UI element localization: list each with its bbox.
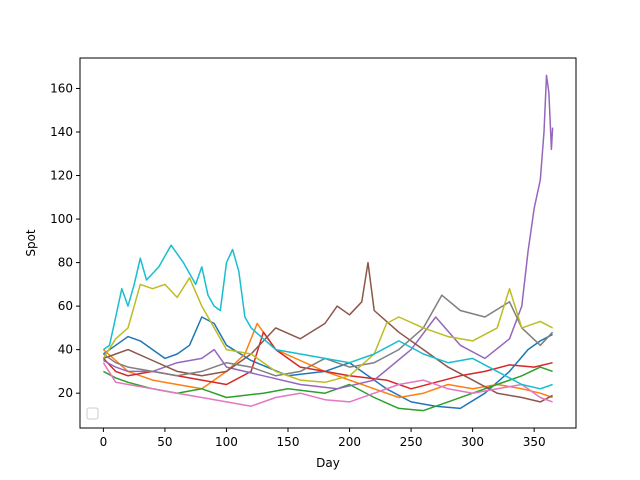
y-tick-label: 80	[58, 256, 73, 270]
x-axis-label: Day	[316, 456, 340, 470]
x-tick-label: 0	[100, 435, 108, 449]
y-axis-label: Spot	[24, 229, 38, 257]
x-axis-ticks: 0 50 100 150 200 250 300 350	[100, 428, 546, 449]
x-tick-label: 100	[215, 435, 238, 449]
series-line-7	[102, 362, 553, 407]
series-line-6	[103, 261, 553, 403]
y-tick-label: 60	[58, 299, 73, 313]
series-line-8	[102, 294, 554, 377]
legend-box	[86, 407, 99, 420]
y-tick-label: 140	[50, 125, 73, 139]
y-axis-ticks: 20 40 60 80 100 120 140 160	[50, 81, 80, 400]
x-tick-label: 250	[400, 435, 423, 449]
y-tick-label: 40	[58, 343, 73, 357]
y-tick-label: 100	[50, 212, 73, 226]
series-line-9	[102, 277, 553, 384]
series-layer	[102, 74, 554, 412]
y-tick-label: 120	[50, 169, 73, 183]
plot-frame	[79, 57, 577, 429]
y-tick-label: 160	[50, 81, 73, 95]
series-line-5	[103, 74, 554, 390]
x-tick-label: 350	[523, 435, 546, 449]
x-tick-label: 50	[157, 435, 172, 449]
x-tick-label: 200	[338, 435, 361, 449]
series-line-10	[102, 244, 553, 390]
x-tick-label: 300	[461, 435, 484, 449]
x-tick-label: 150	[277, 435, 300, 449]
y-tick-label: 20	[58, 386, 73, 400]
